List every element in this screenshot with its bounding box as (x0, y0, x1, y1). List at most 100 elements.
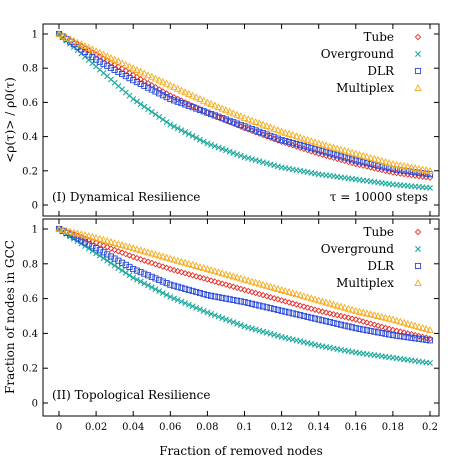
data-point (341, 313, 348, 321)
data-point (96, 48, 104, 56)
data-point (96, 58, 103, 65)
data-point (219, 115, 226, 122)
panel-1-annotation: (I) Dynamical Resilience (52, 190, 200, 204)
data-point (222, 281, 230, 288)
data-point (234, 320, 241, 327)
data-point (356, 325, 363, 332)
data-point (333, 144, 342, 152)
data-point (363, 160, 370, 167)
x-tick-label: 0.14 (308, 422, 330, 433)
data-point (159, 77, 167, 85)
data-point (137, 80, 144, 87)
data-point (103, 236, 111, 244)
data-point (326, 319, 333, 326)
data-point (189, 132, 196, 139)
data-point (200, 307, 207, 314)
data-point (152, 84, 159, 91)
data-point (407, 163, 416, 171)
data-point (141, 257, 148, 264)
x-tick-label: 0.12 (270, 422, 292, 433)
data-point (199, 264, 208, 272)
data-point (107, 245, 115, 252)
data-point (96, 241, 104, 248)
data-point (349, 324, 356, 331)
data-point (178, 127, 185, 134)
data-point (359, 318, 367, 325)
data-point (166, 254, 175, 262)
data-point (348, 148, 356, 156)
data-point (293, 337, 300, 344)
series-multiplex (55, 30, 434, 174)
data-point (278, 333, 285, 340)
data-point (237, 152, 244, 159)
data-point (196, 95, 204, 103)
legend-marker-overground (415, 246, 421, 252)
data-point (256, 290, 263, 298)
data-point (193, 105, 200, 112)
panel-1-ylabel: <ρ(τ)> / ρ0(τ) (3, 77, 17, 163)
data-point (125, 243, 134, 251)
panel-2-ylabel: Fraction of nodes in GCC (3, 240, 17, 394)
data-marks (55, 30, 434, 366)
data-point (352, 316, 360, 323)
data-point (282, 308, 289, 315)
data-point (363, 152, 371, 160)
data-point (85, 241, 92, 248)
data-point (103, 52, 111, 60)
data-point (230, 319, 237, 326)
data-point (322, 309, 330, 316)
data-point (84, 232, 93, 240)
data-point (415, 169, 422, 176)
data-point (311, 138, 319, 146)
x-tick-label: 0.02 (85, 422, 107, 433)
data-point (215, 294, 222, 301)
data-point (311, 315, 319, 322)
data-point (182, 300, 189, 307)
data-point (226, 118, 233, 126)
data-point (252, 127, 259, 134)
data-point (260, 328, 267, 335)
data-point (155, 251, 163, 259)
data-point (296, 291, 304, 299)
data-point (122, 269, 129, 276)
data-point (137, 256, 144, 263)
data-point (348, 305, 356, 313)
data-point (81, 231, 89, 239)
data-point (375, 162, 382, 169)
data-point (274, 163, 281, 170)
data-point (352, 325, 359, 332)
data-point (267, 293, 274, 301)
data-point (115, 248, 122, 255)
data-point (214, 103, 223, 111)
data-point (178, 298, 185, 305)
data-point (144, 80, 152, 87)
data-point (285, 299, 293, 306)
data-point (408, 168, 415, 175)
y-tick-label: 0.8 (22, 259, 38, 270)
series-overground (56, 31, 433, 191)
data-point (148, 284, 155, 291)
data-point (110, 238, 119, 246)
data-point (159, 290, 166, 297)
data-point (256, 158, 263, 165)
data-point (110, 55, 119, 63)
data-point (192, 261, 201, 269)
data-point (256, 327, 263, 334)
data-point (196, 274, 204, 281)
data-point (300, 312, 307, 320)
data-point (107, 64, 114, 71)
data-point (360, 326, 367, 333)
data-point (204, 276, 211, 283)
data-point (133, 267, 140, 274)
data-point (174, 283, 181, 290)
data-point (248, 116, 256, 124)
data-point (107, 253, 114, 260)
y-tick-label: 0.6 (22, 294, 38, 305)
data-point (326, 150, 333, 157)
data-point (348, 315, 356, 322)
data-point (99, 235, 108, 243)
data-point (100, 60, 107, 67)
data-point (99, 50, 108, 58)
data-point (281, 286, 290, 294)
data-point (319, 308, 326, 315)
